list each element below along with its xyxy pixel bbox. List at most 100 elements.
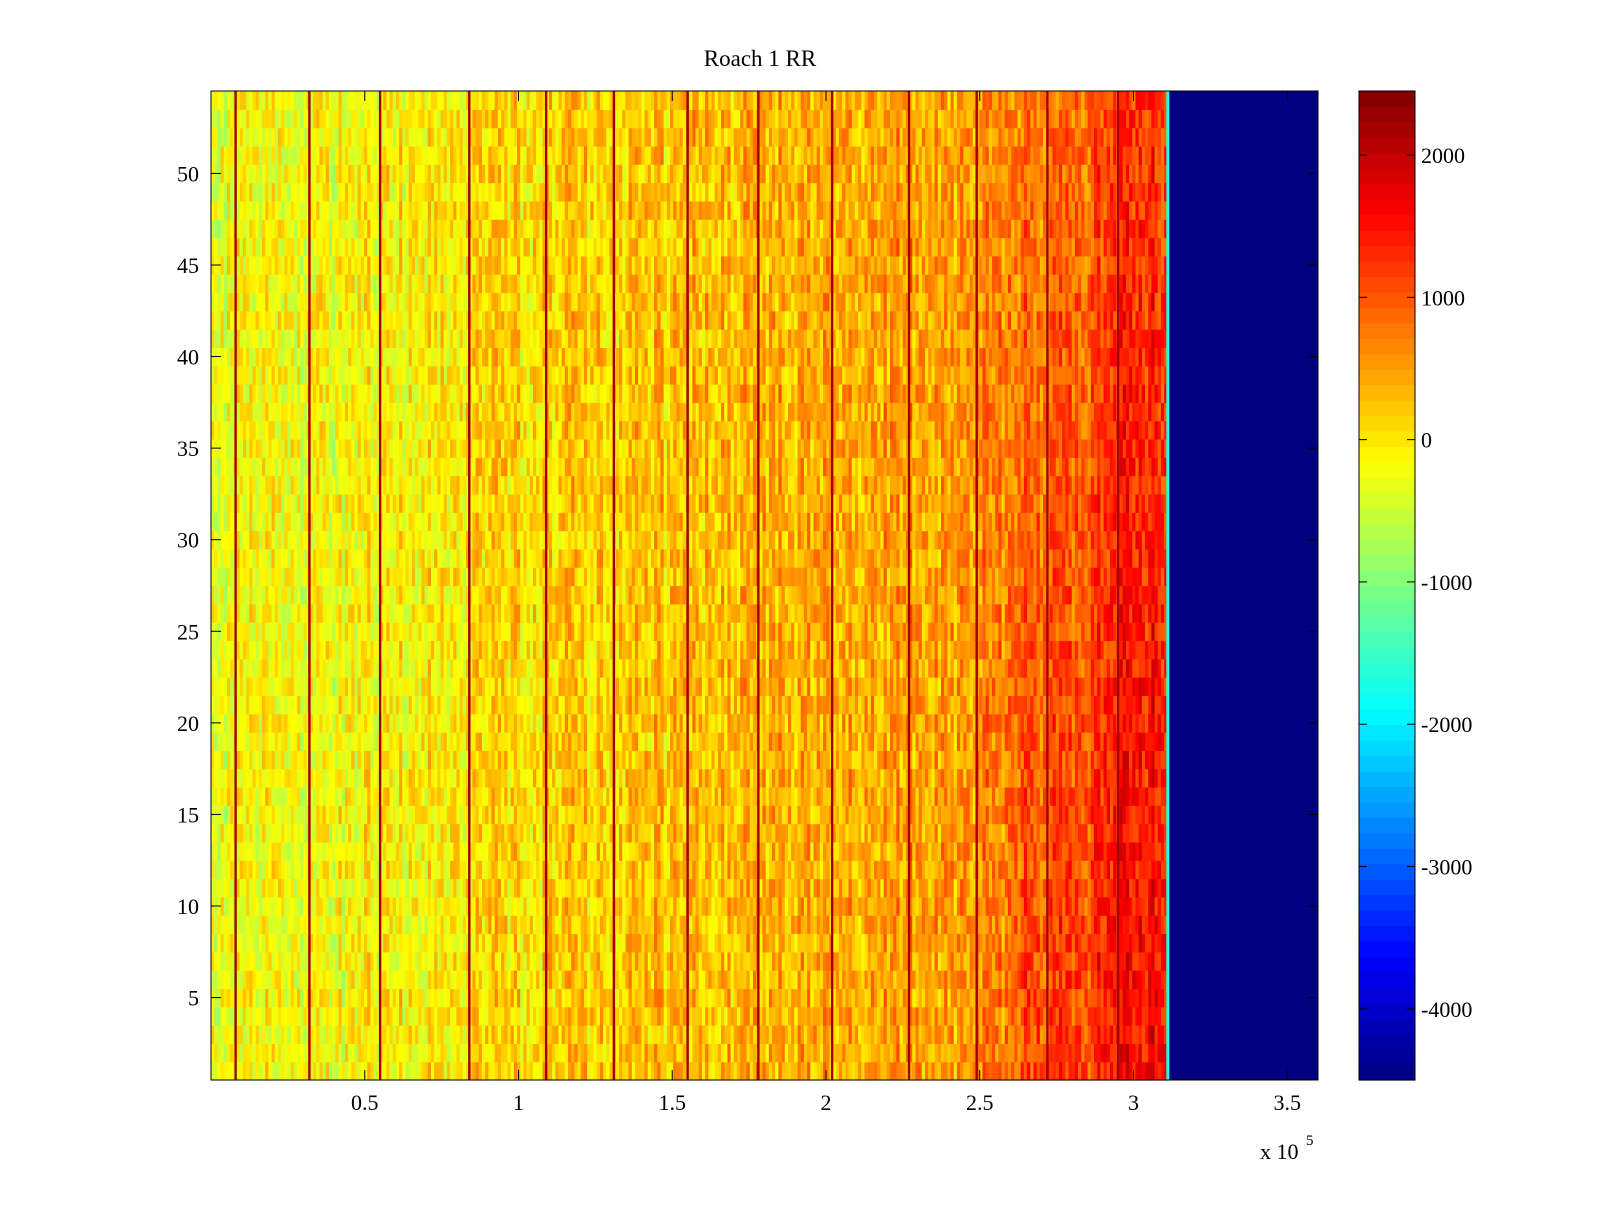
heatmap-cell [252,896,257,916]
heatmap-cell [335,658,340,678]
heatmap-cell [265,603,269,623]
heatmap-cell [328,750,333,770]
heatmap-cell [220,329,225,348]
heatmap-cell [223,878,228,898]
heatmap-cell [271,200,276,220]
heatmap-cell [313,420,317,440]
heatmap-cell [332,896,336,916]
heatmap-cell [322,713,327,733]
heatmap-cell [226,1006,231,1026]
heatmap-cell [252,109,257,129]
heatmap-cell [220,677,225,696]
heatmap-cell [319,585,324,605]
heatmap-cell [293,805,298,825]
heatmap-cell [348,145,352,165]
heatmap-cell [300,640,305,660]
heatmap-cell [348,988,352,1008]
heatmap-cell [220,347,225,367]
heatmap-cell [319,915,324,935]
heatmap-cell [344,145,349,165]
heatmap-cell [303,91,308,110]
heatmap-cell [344,567,349,587]
heatmap-cell [316,182,320,202]
heatmap-cell [313,658,317,678]
heatmap-cell [351,823,356,843]
heatmap-cell [313,310,317,330]
heatmap-cell [242,677,247,696]
heatmap-cell [281,695,285,715]
heatmap-cell [297,530,301,550]
heatmap-cell [265,145,269,165]
heatmap-cell [274,182,279,202]
heatmap-cell [284,438,289,458]
heatmap-cell [316,915,320,935]
heatmap-cell [214,786,218,806]
heatmap-cell [217,841,222,861]
heatmap-cell [293,970,298,990]
heatmap-cell [348,915,352,935]
heatmap-cell [303,1043,308,1063]
heatmap-cell [293,823,298,843]
heatmap-cell [281,91,285,110]
heatmap-cell [258,896,263,916]
heatmap-cell [262,732,266,751]
heatmap-cell [338,988,343,1008]
heatmap-cell [223,1025,228,1044]
heatmap-cell [262,402,266,422]
heatmap-cell [226,402,231,422]
heatmap-cell [239,1006,244,1026]
heatmap-cell [300,567,305,587]
heatmap-cell [351,988,356,1008]
heatmap-cell [274,402,279,422]
heatmap-cell [309,145,314,165]
heatmap-cell [300,841,305,861]
heatmap-cell [328,237,333,257]
heatmap-cell [290,896,295,916]
heatmap-cell [214,915,218,935]
heatmap-cell [297,933,301,953]
heatmap-cell [258,457,263,477]
heatmap-cell [246,402,250,422]
heatmap-cell [303,567,308,587]
heatmap-cell [277,732,282,751]
heatmap-cell [290,585,295,605]
heatmap-cell [236,970,241,990]
heatmap-cell [351,457,356,477]
heatmap-cell [239,622,244,642]
heatmap-cell [297,164,301,184]
heatmap-cell [246,274,250,294]
heatmap-cell [313,988,317,1008]
heatmap-cell [284,91,289,110]
heatmap-cell [211,786,215,806]
heatmap-cell [214,970,218,990]
heatmap-cell [252,292,257,312]
heatmap-cell [313,805,317,825]
heatmap-cell [335,530,340,550]
heatmap-cell [277,567,282,587]
heatmap-cell [297,237,301,257]
heatmap-cell [332,548,336,568]
heatmap-cell [252,438,257,458]
heatmap-cell [344,878,349,898]
heatmap-cell [239,255,244,275]
heatmap-cell [332,988,336,1008]
heatmap-cell [268,329,273,348]
heatmap-cell [316,530,320,550]
heatmap-cell [277,878,282,898]
heatmap-cell [223,970,228,990]
heatmap-cell [239,732,244,751]
heatmap-cell [281,512,285,532]
heatmap-cell [332,457,336,477]
heatmap-cell [249,457,254,477]
heatmap-cell [230,457,234,477]
heatmap-cell [214,402,218,422]
heatmap-cell [277,823,282,843]
heatmap-cell [214,732,218,751]
heatmap-cell [242,841,247,861]
heatmap-cell [328,438,333,458]
heatmap-cell [287,237,292,257]
heatmap-cell [246,750,250,770]
heatmap-cell [338,127,343,147]
heatmap-cell [344,658,349,678]
heatmap-cell [300,860,305,880]
